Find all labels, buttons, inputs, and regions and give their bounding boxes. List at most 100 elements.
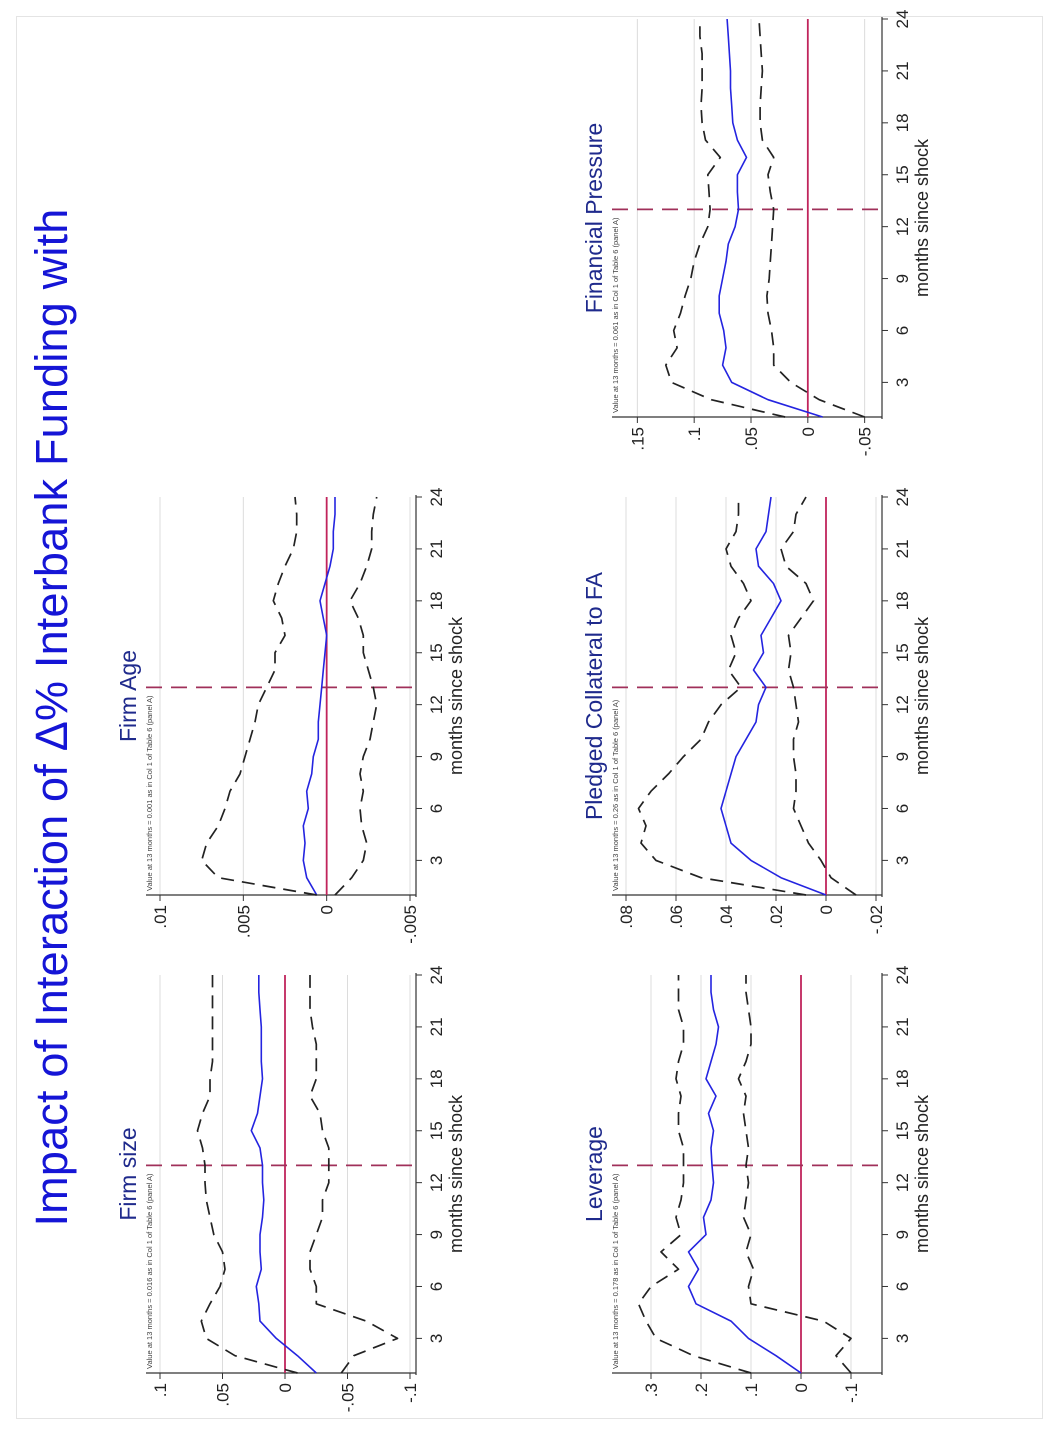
- panel-firm-size: Firm size Value at 13 months = 0.016 as i…: [115, 966, 466, 1413]
- y-tick-label: 0: [276, 1383, 295, 1392]
- x-axis-label: months since shock: [446, 1094, 466, 1253]
- x-axis-label: months since shock: [446, 616, 466, 775]
- x-tick-label: 15: [893, 643, 912, 662]
- x-tick-label: 6: [893, 326, 912, 335]
- x-tick-label: 12: [893, 695, 912, 714]
- x-tick-label: 15: [893, 1121, 912, 1140]
- x-tick-label: 18: [427, 591, 446, 610]
- estimate-line: [302, 497, 336, 896]
- panel-note: Value at 13 months = 0.061 as in Col 1 o…: [611, 217, 620, 413]
- x-tick-label: 24: [893, 10, 912, 29]
- x-tick-label: 18: [893, 1069, 912, 1088]
- y-tick-label: 0: [817, 905, 836, 914]
- y-tick-label: 0: [792, 1383, 811, 1392]
- lower-band-line: [737, 975, 852, 1374]
- x-tick-label: 12: [427, 1173, 446, 1192]
- x-tick-label: 18: [427, 1069, 446, 1088]
- x-tick-label: 3: [893, 856, 912, 865]
- y-tick-label: 0: [799, 427, 818, 436]
- y-tick-label: .02: [767, 905, 786, 929]
- x-tick-label: 6: [893, 1282, 912, 1291]
- x-tick-label: 9: [893, 752, 912, 761]
- y-tick-label: .05: [742, 427, 761, 451]
- x-tick-label: 21: [893, 539, 912, 558]
- y-tick-label: .15: [628, 427, 647, 451]
- estimate-line: [718, 18, 823, 418]
- panel-firm-age: Firm Age Value at 13 months = 0.001 as in…: [115, 488, 466, 944]
- upper-band-line: [664, 19, 786, 418]
- y-tick-label: -.05: [856, 427, 875, 456]
- panel-title: Pledged Collateral to FA: [581, 571, 607, 820]
- estimate-line: [250, 975, 317, 1374]
- lower-band-line: [780, 496, 857, 896]
- x-tick-label: 21: [893, 1017, 912, 1036]
- estimate-line: [720, 496, 827, 896]
- x-tick-label: 15: [893, 165, 912, 184]
- x-tick-label: 12: [427, 695, 446, 714]
- panel-title: Firm Age: [115, 650, 141, 742]
- panel-note: Value at 13 months = 0.26 as in Col 1 of…: [611, 699, 620, 891]
- y-tick-label: .1: [151, 1383, 170, 1397]
- y-tick-label: .01: [151, 905, 170, 929]
- x-tick-label: 6: [893, 804, 912, 813]
- x-tick-label: 24: [427, 966, 446, 985]
- x-tick-label: 6: [427, 804, 446, 813]
- panel-leverage: Leverage Value at 13 months = 0.178 as in…: [581, 966, 932, 1403]
- upper-band-line: [637, 497, 807, 896]
- x-tick-label: 3: [427, 856, 446, 865]
- y-tick-label: .06: [667, 905, 686, 929]
- x-tick-label: 24: [893, 488, 912, 507]
- y-tick-label: .05: [214, 1383, 233, 1407]
- x-tick-label: 24: [893, 966, 912, 985]
- upper-band-line: [200, 496, 317, 896]
- x-tick-label: 9: [893, 274, 912, 283]
- lower-band-line: [334, 496, 378, 896]
- y-tick-label: .3: [642, 1383, 661, 1397]
- panel-title: Financial Pressure: [581, 123, 607, 313]
- y-tick-label: .005: [234, 905, 253, 938]
- x-tick-label: 3: [893, 378, 912, 387]
- x-tick-label: 9: [427, 1230, 446, 1239]
- x-tick-label: 21: [893, 61, 912, 80]
- x-tick-label: 15: [427, 643, 446, 662]
- y-tick-label: .04: [717, 905, 736, 929]
- page-frame: [16, 16, 1043, 1419]
- panel-title: Firm size: [115, 1127, 141, 1220]
- panel-note: Value at 13 months = 0.016 as in Col 1 o…: [145, 1173, 154, 1369]
- x-tick-label: 9: [893, 1230, 912, 1239]
- x-tick-label: 18: [893, 591, 912, 610]
- x-tick-label: 12: [893, 1173, 912, 1192]
- y-tick-label: -.005: [401, 905, 420, 944]
- y-tick-label: .1: [742, 1383, 761, 1397]
- x-tick-label: 9: [427, 752, 446, 761]
- x-axis-label: months since shock: [912, 616, 932, 775]
- upper-band-line: [196, 975, 298, 1374]
- panel-note: Value at 13 months = 0.001 as in Col 1 o…: [145, 695, 154, 891]
- x-axis-label: months since shock: [912, 138, 932, 297]
- x-tick-label: 15: [427, 1121, 446, 1140]
- panel-financial-pressure: Financial Pressure Value at 13 months = 0…: [581, 10, 932, 457]
- x-tick-label: 12: [893, 217, 912, 236]
- x-tick-label: 6: [427, 1282, 446, 1291]
- x-tick-label: 21: [427, 1017, 446, 1036]
- y-tick-label: -.02: [867, 905, 886, 934]
- estimate-line: [687, 975, 802, 1374]
- y-tick-label: 0: [318, 905, 337, 914]
- y-tick-label: .08: [617, 905, 636, 929]
- panel-title: Leverage: [581, 1126, 607, 1222]
- x-tick-label: 24: [427, 488, 446, 507]
- x-tick-label: 3: [893, 1334, 912, 1343]
- x-axis-label: months since shock: [912, 1094, 932, 1253]
- y-tick-label: .1: [685, 427, 704, 441]
- panel-pledged-collateral: Pledged Collateral to FA Value at 13 mont…: [581, 488, 932, 935]
- panel-note: Value at 13 months = 0.178 as in Col 1 o…: [611, 1173, 620, 1369]
- y-tick-label: -.1: [842, 1383, 861, 1403]
- lower-band-line: [758, 18, 865, 418]
- y-tick-label: .2: [692, 1383, 711, 1397]
- y-tick-label: -.1: [401, 1383, 420, 1403]
- x-tick-label: 18: [893, 113, 912, 132]
- upper-band-line: [637, 975, 752, 1374]
- y-tick-label: -.05: [339, 1383, 358, 1412]
